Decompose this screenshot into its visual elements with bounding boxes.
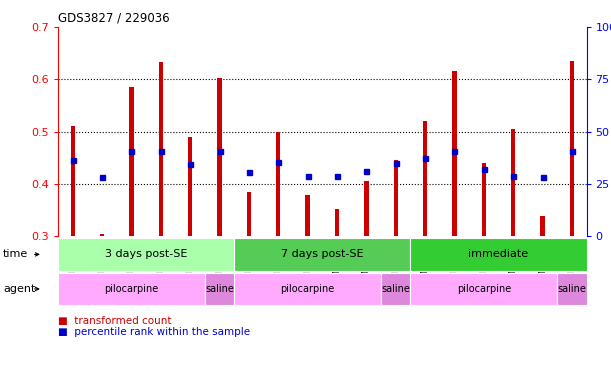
Text: pilocarpine: pilocarpine (280, 284, 335, 294)
Bar (511, 129, 515, 236)
Bar (247, 192, 251, 236)
Bar (481, 163, 486, 236)
Bar (218, 78, 222, 236)
Bar (130, 87, 134, 236)
Text: agent: agent (3, 284, 35, 294)
Bar (364, 181, 368, 236)
Text: ■  percentile rank within the sample: ■ percentile rank within the sample (58, 327, 250, 337)
Text: immediate: immediate (469, 249, 529, 260)
Bar (569, 61, 574, 236)
Text: ■  transformed count: ■ transformed count (58, 316, 172, 326)
Text: saline: saline (557, 284, 587, 294)
Bar (335, 209, 339, 236)
Bar (393, 160, 398, 236)
Bar (159, 63, 163, 236)
Text: time: time (3, 249, 28, 260)
Bar (188, 137, 192, 236)
Bar (423, 121, 427, 236)
Text: saline: saline (205, 284, 234, 294)
Text: saline: saline (381, 284, 410, 294)
Bar (100, 233, 104, 236)
Text: pilocarpine: pilocarpine (456, 284, 511, 294)
Bar (70, 126, 75, 236)
Text: pilocarpine: pilocarpine (104, 284, 159, 294)
Bar (452, 71, 456, 236)
Bar (306, 195, 310, 236)
Text: GDS3827 / 229036: GDS3827 / 229036 (58, 12, 170, 25)
Bar (540, 216, 545, 236)
Text: 3 days post-SE: 3 days post-SE (105, 249, 188, 260)
Text: 7 days post-SE: 7 days post-SE (281, 249, 364, 260)
Bar (276, 131, 280, 236)
